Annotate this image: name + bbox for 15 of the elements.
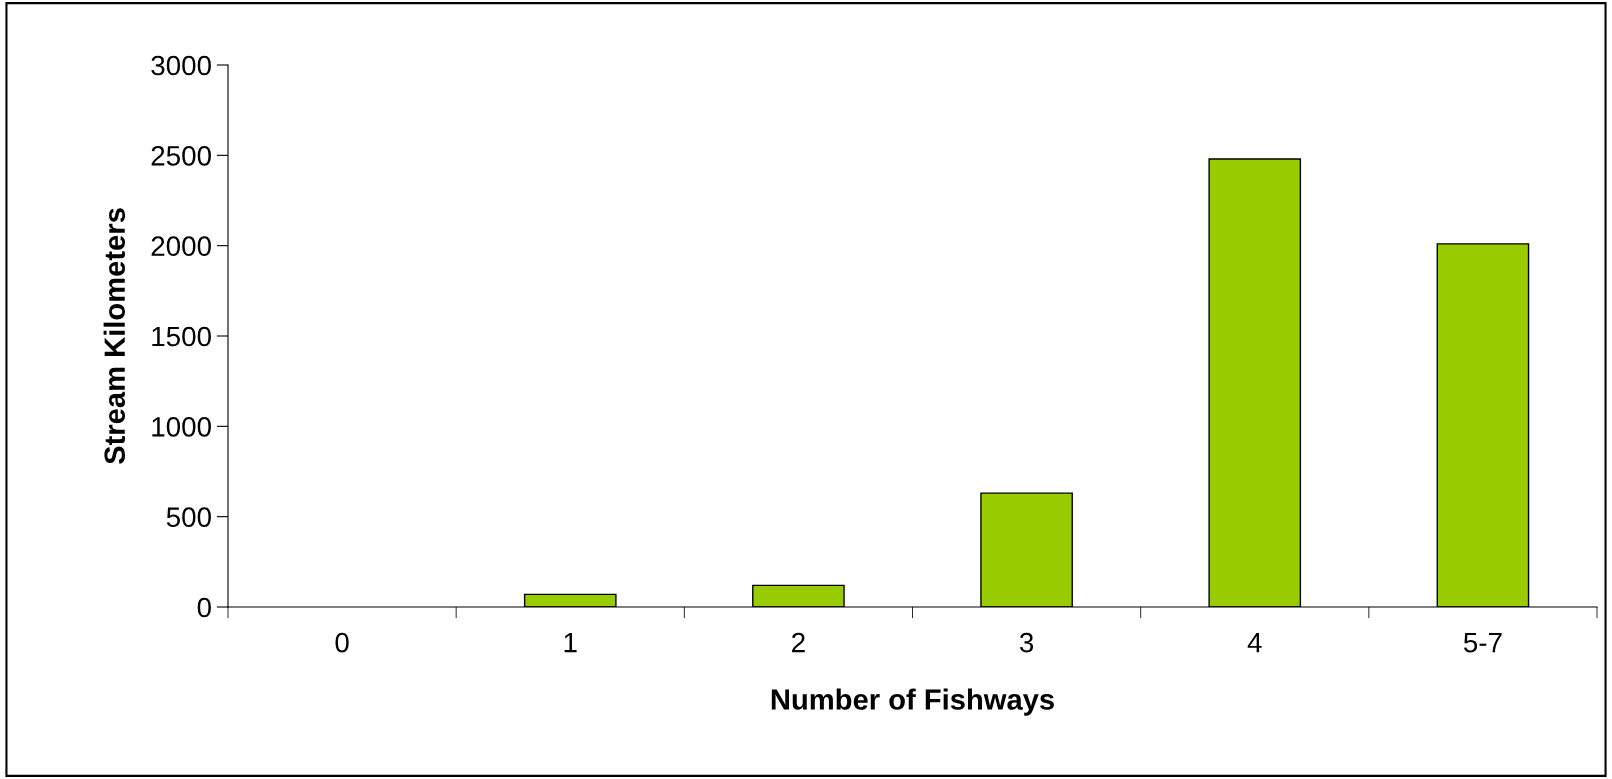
y-tick-label: 1500 [152, 326, 211, 347]
y-tick-label: 2500 [151, 146, 211, 166]
y-tick-label: 1000 [152, 417, 211, 437]
y-tick-label: 2000 [151, 236, 211, 257]
y-axis-title: Stream Kilometers [103, 208, 126, 465]
y-tick-label: 3000 [151, 55, 211, 76]
x-tick-label: 3 [1019, 632, 1034, 653]
x-tick-label: 1 [564, 633, 577, 653]
x-tick-label: 0 [335, 632, 349, 653]
x-tick-label: 4 [1247, 633, 1262, 653]
x-tick-label: 2 [792, 632, 805, 653]
y-tick-label: 500 [166, 507, 211, 528]
x-axis-title: Number of Fishways [771, 688, 1054, 716]
x-tick-label: 5-7 [1463, 633, 1502, 653]
y-tick-label: 0 [197, 597, 211, 618]
